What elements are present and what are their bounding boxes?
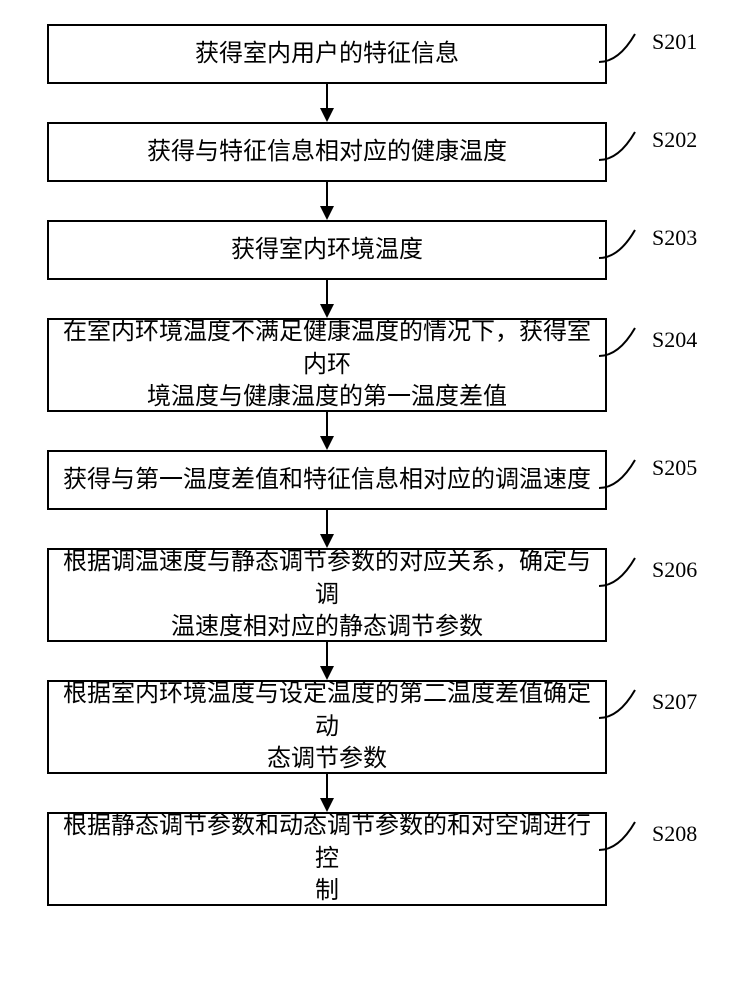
leader-line	[599, 128, 639, 164]
flow-step-text: 根据静态调节参数和动态调节参数的和对空调进行控 制	[59, 810, 595, 907]
leader-line	[599, 818, 639, 854]
flow-step-text: 获得与第一温度差值和特征信息相对应的调温速度	[63, 464, 591, 496]
flow-step-text: 在室内环境温度不满足健康温度的情况下，获得室内环 境温度与健康温度的第一温度差值	[59, 316, 595, 413]
flow-step-label-S204: S204	[652, 327, 697, 353]
leader-line	[599, 324, 639, 360]
flow-step-S208: 根据静态调节参数和动态调节参数的和对空调进行控 制	[47, 812, 607, 906]
flowchart-canvas: 获得室内用户的特征信息 S201 获得与特征信息相对应的健康温度 S202 获得室内环境…	[0, 0, 751, 1000]
leader-line	[599, 226, 639, 262]
arrow-head-icon	[320, 206, 334, 220]
leader-line	[599, 686, 639, 722]
flow-step-S205: 获得与第一温度差值和特征信息相对应的调温速度	[47, 450, 607, 510]
flow-step-label-S202: S202	[652, 127, 697, 153]
flow-step-S202: 获得与特征信息相对应的健康温度	[47, 122, 607, 182]
flow-step-label-S207: S207	[652, 689, 697, 715]
flow-step-label-S206: S206	[652, 557, 697, 583]
flow-step-label-S203: S203	[652, 225, 697, 251]
arrow-head-icon	[320, 108, 334, 122]
flow-step-S206: 根据调温速度与静态调节参数的对应关系，确定与调 温速度相对应的静态调节参数	[47, 548, 607, 642]
leader-line	[599, 30, 639, 66]
flow-arrow	[326, 642, 328, 666]
flow-arrow	[326, 510, 328, 534]
leader-line	[599, 554, 639, 590]
flow-step-S203: 获得室内环境温度	[47, 220, 607, 280]
flow-arrow	[326, 412, 328, 436]
flow-step-text: 获得与特征信息相对应的健康温度	[147, 136, 507, 168]
flow-arrow	[326, 182, 328, 206]
arrow-head-icon	[320, 436, 334, 450]
flow-step-text: 根据调温速度与静态调节参数的对应关系，确定与调 温速度相对应的静态调节参数	[59, 546, 595, 643]
flow-arrow	[326, 280, 328, 304]
flow-arrow	[326, 84, 328, 108]
leader-line	[599, 456, 639, 492]
flow-arrow	[326, 774, 328, 798]
flow-step-text: 获得室内环境温度	[231, 234, 423, 266]
flow-step-label-S205: S205	[652, 455, 697, 481]
flow-step-S207: 根据室内环境温度与设定温度的第二温度差值确定动 态调节参数	[47, 680, 607, 774]
flow-step-S201: 获得室内用户的特征信息	[47, 24, 607, 84]
flow-step-label-S201: S201	[652, 29, 697, 55]
flow-step-text: 获得室内用户的特征信息	[195, 38, 459, 70]
flow-step-S204: 在室内环境温度不满足健康温度的情况下，获得室内环 境温度与健康温度的第一温度差值	[47, 318, 607, 412]
flow-step-label-S208: S208	[652, 821, 697, 847]
flow-step-text: 根据室内环境温度与设定温度的第二温度差值确定动 态调节参数	[59, 678, 595, 775]
